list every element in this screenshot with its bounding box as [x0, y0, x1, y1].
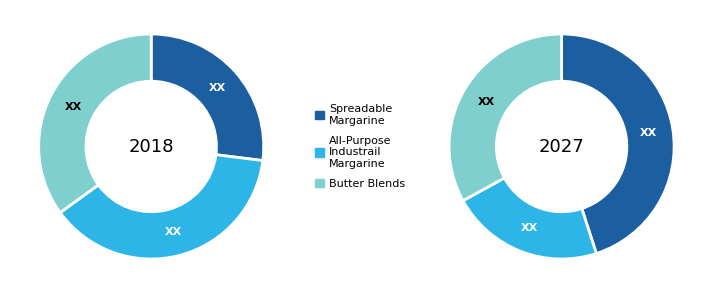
Wedge shape [60, 155, 263, 259]
Wedge shape [463, 178, 596, 259]
Text: 2027: 2027 [539, 137, 585, 156]
Wedge shape [151, 34, 264, 161]
Text: XX: XX [639, 128, 657, 138]
Text: XX: XX [477, 97, 495, 107]
Text: XX: XX [521, 223, 538, 233]
Text: 2018: 2018 [128, 137, 174, 156]
Text: XX: XX [208, 84, 225, 93]
Text: XX: XX [164, 226, 181, 236]
Legend: Spreadable
Margarine, All-Purpose
Industrail
Margarine, Butter Blends: Spreadable Margarine, All-Purpose Indust… [315, 104, 405, 189]
Wedge shape [449, 34, 562, 201]
Wedge shape [562, 34, 674, 253]
Wedge shape [39, 34, 151, 213]
Text: XX: XX [64, 102, 81, 112]
